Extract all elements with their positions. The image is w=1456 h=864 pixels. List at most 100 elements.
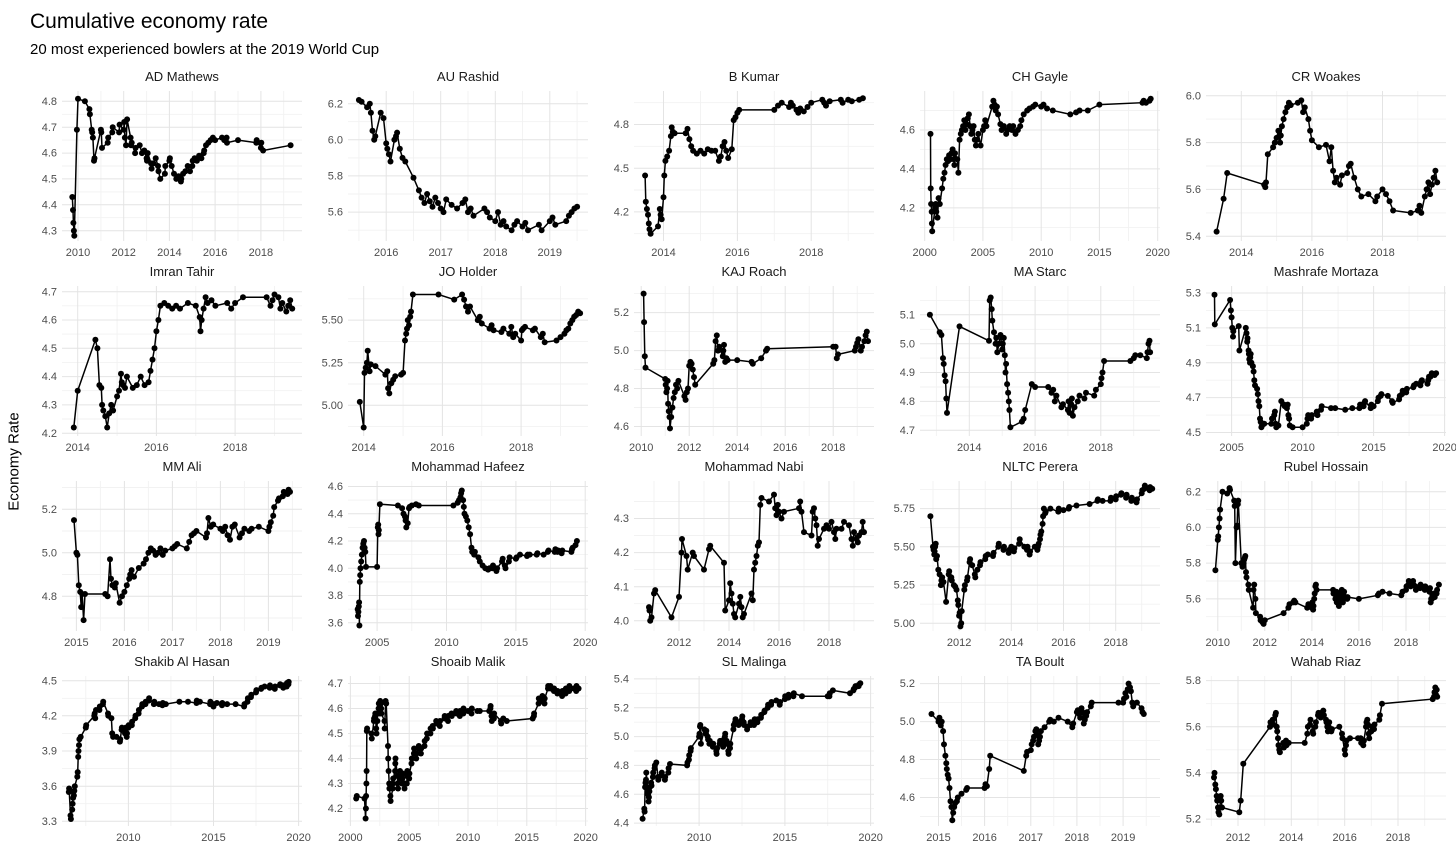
facet-panel: MA Starc 4.7 4.8 4.9 5.0 5.1 2014 2016 2018 bbox=[884, 263, 1170, 455]
facet-panel: Mohammad Nabi 4.0 4.1 4.2 4.3 2012 2014 2016 201… bbox=[598, 458, 884, 650]
svg-text:5.25: 5.25 bbox=[322, 357, 343, 369]
svg-text:2016: 2016 bbox=[203, 247, 227, 259]
svg-text:4.6: 4.6 bbox=[614, 421, 629, 433]
facet-panel: Wahab Riaz 5.2 5.4 5.6 5.8 2012 2014 2016 2018 bbox=[1170, 653, 1456, 845]
svg-text:2018: 2018 bbox=[509, 442, 533, 454]
svg-text:2020: 2020 bbox=[858, 832, 882, 844]
svg-text:4.6: 4.6 bbox=[42, 315, 57, 327]
chart-area: Economy Rate AD Mathews 4.3 4.4 4.5 4.6 4.7 4.… bbox=[0, 68, 1456, 845]
svg-text:2010: 2010 bbox=[116, 832, 140, 844]
svg-text:5.6: 5.6 bbox=[1186, 184, 1201, 196]
svg-text:2016: 2016 bbox=[112, 637, 136, 649]
facet-title: AD Mathews bbox=[145, 69, 219, 85]
svg-text:2015: 2015 bbox=[773, 832, 797, 844]
facet-plot: 4.5 4.7 4.9 5.1 5.3 2005 2010 2015 2020 bbox=[1186, 286, 1456, 454]
svg-text:2015: 2015 bbox=[64, 637, 88, 649]
svg-text:2010: 2010 bbox=[456, 832, 480, 844]
svg-text:4.6: 4.6 bbox=[900, 125, 915, 137]
facet-plot: 5.00 5.25 5.50 5.75 2012 2014 2016 2018 bbox=[894, 481, 1160, 649]
svg-text:2016: 2016 bbox=[767, 637, 791, 649]
svg-text:2014: 2014 bbox=[1279, 832, 1303, 844]
svg-text:4.3: 4.3 bbox=[42, 400, 57, 412]
svg-text:5.4: 5.4 bbox=[614, 674, 629, 686]
facet-title: AU Rashid bbox=[436, 69, 500, 85]
facet-title: TA Boult bbox=[1015, 654, 1065, 670]
svg-text:2010: 2010 bbox=[1029, 247, 1053, 259]
facet-panel: CH Gayle 4.2 4.4 4.6 2000 2005 2010 2015 2020 bbox=[884, 68, 1170, 260]
facet-panel: SL Malinga 4.4 4.6 4.8 5.0 5.2 5.4 2010 2015 2020 bbox=[598, 653, 884, 845]
facet-plot: 4.2 4.5 4.8 2014 2016 2018 bbox=[614, 91, 874, 259]
svg-text:3.6: 3.6 bbox=[328, 618, 343, 630]
svg-text:2018: 2018 bbox=[817, 637, 841, 649]
svg-text:6.0: 6.0 bbox=[328, 135, 343, 147]
svg-text:2010: 2010 bbox=[434, 637, 458, 649]
facet-title: Mohammad Hafeez bbox=[411, 459, 525, 475]
series-line bbox=[929, 297, 1151, 429]
svg-text:4.2: 4.2 bbox=[328, 536, 343, 548]
svg-text:4.3: 4.3 bbox=[42, 225, 57, 237]
facet-title: MA Starc bbox=[1013, 264, 1067, 280]
facet-plot: 4.0 4.1 4.2 4.3 2012 2014 2016 2018 bbox=[614, 481, 874, 649]
svg-text:2000: 2000 bbox=[912, 247, 936, 259]
facet-panel: NLTC Perera 5.00 5.25 5.50 5.75 2012 2014 2016 2… bbox=[884, 458, 1170, 650]
svg-text:4.7: 4.7 bbox=[42, 122, 57, 134]
svg-text:2015: 2015 bbox=[201, 832, 225, 844]
series-line bbox=[73, 293, 293, 428]
svg-text:2010: 2010 bbox=[1290, 442, 1314, 454]
svg-text:2016: 2016 bbox=[1332, 832, 1356, 844]
svg-text:4.6: 4.6 bbox=[328, 703, 343, 715]
svg-text:2016: 2016 bbox=[1347, 637, 1371, 649]
svg-text:2012: 2012 bbox=[667, 637, 691, 649]
svg-text:2012: 2012 bbox=[947, 637, 971, 649]
svg-text:2014: 2014 bbox=[999, 637, 1023, 649]
svg-text:2005: 2005 bbox=[397, 832, 421, 844]
facet-title: Mohammad Nabi bbox=[704, 459, 804, 475]
facet-plot: 4.2 4.4 4.6 2000 2005 2010 2015 2020 bbox=[900, 91, 1170, 259]
svg-text:4.7: 4.7 bbox=[1186, 392, 1201, 404]
facet-plot: 4.2 4.3 4.4 4.5 4.6 4.7 2000 2005 2010 2015 2020 bbox=[328, 676, 598, 844]
facet-title: Shoaib Malik bbox=[430, 654, 506, 670]
facet-panel: Mashrafe Mortaza 4.5 4.7 4.9 5.1 5.3 2005 2010 2… bbox=[1170, 263, 1456, 455]
svg-text:5.75: 5.75 bbox=[894, 503, 915, 515]
svg-text:4.0: 4.0 bbox=[328, 563, 343, 575]
svg-text:5.8: 5.8 bbox=[1186, 558, 1201, 570]
facet-title: Shakib Al Hasan bbox=[134, 654, 230, 670]
svg-text:2018: 2018 bbox=[1103, 637, 1127, 649]
svg-text:4.7: 4.7 bbox=[900, 425, 915, 437]
svg-text:2018: 2018 bbox=[821, 442, 845, 454]
svg-text:4.4: 4.4 bbox=[614, 818, 629, 830]
y-axis-label: Economy Rate bbox=[5, 412, 23, 511]
svg-text:2020: 2020 bbox=[573, 637, 597, 649]
facet-plot: 5.00 5.25 5.50 2014 2016 2018 bbox=[322, 286, 588, 454]
svg-text:2014: 2014 bbox=[1229, 247, 1253, 259]
svg-text:2005: 2005 bbox=[365, 637, 389, 649]
svg-text:5.0: 5.0 bbox=[900, 338, 915, 350]
svg-text:5.8: 5.8 bbox=[328, 171, 343, 183]
facet-plot: 4.3 4.4 4.5 4.6 4.7 4.8 2010 2012 2014 2016 2018 bbox=[42, 91, 302, 259]
facet-title: B Kumar bbox=[728, 69, 780, 85]
svg-text:5.4: 5.4 bbox=[1186, 768, 1201, 780]
svg-text:2012: 2012 bbox=[1226, 832, 1250, 844]
svg-text:5.25: 5.25 bbox=[894, 580, 915, 592]
svg-text:2018: 2018 bbox=[1394, 637, 1418, 649]
facet-title: JO Holder bbox=[438, 264, 498, 280]
svg-text:4.6: 4.6 bbox=[614, 789, 629, 801]
svg-text:4.5: 4.5 bbox=[614, 163, 629, 175]
svg-text:2016: 2016 bbox=[1051, 637, 1075, 649]
facet-title: MM Ali bbox=[162, 459, 202, 475]
facet-panel: TA Boult 4.6 4.8 5.0 5.2 2015 2016 2017 2018 2019 bbox=[884, 653, 1170, 845]
svg-text:2017: 2017 bbox=[428, 247, 452, 259]
svg-text:5.00: 5.00 bbox=[894, 618, 915, 630]
facet-title: CR Woakes bbox=[1291, 69, 1361, 85]
svg-text:5.50: 5.50 bbox=[894, 542, 915, 554]
svg-text:2005: 2005 bbox=[1219, 442, 1243, 454]
series-line bbox=[1213, 687, 1438, 815]
facet-panel: Rubel Hossain 5.6 5.8 6.0 6.2 2010 2012 2014 201… bbox=[1170, 458, 1456, 650]
svg-text:3.8: 3.8 bbox=[328, 590, 343, 602]
facet-plot: 5.6 5.8 6.0 6.2 2016 2017 2018 2019 bbox=[328, 91, 588, 259]
svg-text:5.0: 5.0 bbox=[614, 345, 629, 357]
facet-panel: B Kumar 4.2 4.5 4.8 2014 2016 2018 bbox=[598, 68, 884, 260]
svg-text:4.8: 4.8 bbox=[42, 591, 57, 603]
facet-title: Mashrafe Mortaza bbox=[1273, 264, 1379, 280]
facet-title: Imran Tahir bbox=[149, 264, 215, 280]
